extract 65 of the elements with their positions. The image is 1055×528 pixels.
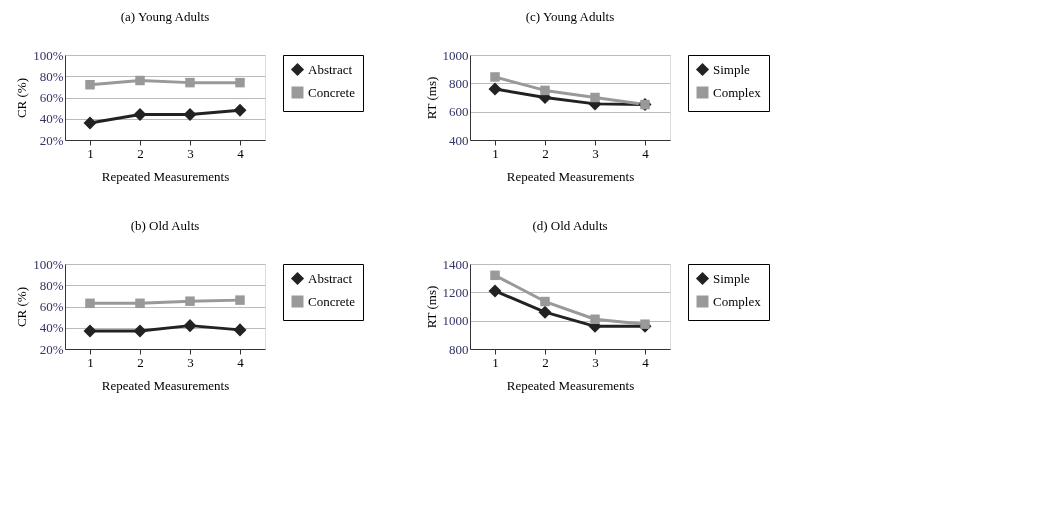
x-axis-title: Repeated Measurements — [101, 377, 230, 393]
x-axis-title: Repeated Measurements — [506, 168, 635, 184]
x-tick-label: 2 — [137, 354, 144, 370]
chart-title: (d) Old Adults — [532, 218, 608, 233]
legend-label: Complex — [713, 293, 762, 309]
point — [83, 324, 97, 338]
point — [183, 107, 197, 122]
y-tick-label: 1000 — [442, 313, 469, 329]
legend-label: Concrete — [308, 84, 356, 100]
y-tick-label: 1000 — [442, 47, 469, 63]
legend-label: Abstract — [308, 61, 353, 77]
point — [538, 305, 552, 319]
y-tick-label: 1400 — [442, 256, 469, 272]
legend-label: Simple — [713, 61, 751, 77]
y-tick-label: 20% — [39, 132, 64, 148]
y-tick-label: 60% — [39, 299, 64, 314]
y-tick-label: 100% — [33, 256, 64, 272]
legend-label: Concrete — [308, 293, 356, 309]
y-tick-label: 400 — [449, 132, 469, 148]
x-tick-label: 2 — [542, 354, 549, 370]
x-tick-label: 2 — [137, 145, 144, 161]
y-tick-label: 40% — [39, 111, 64, 127]
y-tick-label: 800 — [449, 341, 469, 357]
x-axis-title: Repeated Measurements — [101, 168, 230, 184]
y-tick-label: 40% — [39, 320, 64, 336]
point — [233, 103, 247, 117]
point — [83, 116, 97, 130]
x-tick-label: 1 — [492, 354, 499, 370]
x-tick-label: 4 — [237, 145, 245, 161]
y-tick-label: 600 — [449, 104, 469, 120]
point — [488, 284, 502, 298]
y-axis-title: RT (ms) — [423, 76, 439, 120]
y-tick-label: 20% — [39, 341, 64, 357]
x-tick-label: 1 — [87, 145, 94, 161]
x-tick-label: 4 — [642, 354, 650, 370]
point — [233, 323, 247, 337]
legend-label: Simple — [713, 270, 751, 286]
y-tick-label: 80% — [39, 277, 64, 293]
y-tick-label: 1200 — [442, 284, 469, 300]
y-tick-label: 80% — [39, 68, 64, 84]
chart-title: (c) Young Adults — [525, 9, 615, 24]
y-tick-label: 100% — [33, 47, 64, 63]
y-axis-title: RT (ms) — [423, 285, 439, 329]
x-tick-label: 3 — [592, 354, 599, 370]
x-tick-label: 1 — [87, 354, 94, 370]
x-tick-label: 2 — [542, 145, 549, 161]
y-axis-title: CR (%) — [14, 77, 30, 119]
x-tick-label: 1 — [492, 145, 499, 161]
chart-title: (b) Old Aults — [130, 218, 200, 233]
chart-title: (a) Young Adults — [120, 9, 210, 24]
y-tick-label: 60% — [39, 90, 64, 105]
point — [133, 107, 147, 122]
point — [183, 319, 197, 333]
point — [133, 324, 147, 338]
x-tick-label: 3 — [187, 145, 194, 161]
y-tick-label: 800 — [449, 75, 469, 91]
x-tick-label: 3 — [592, 145, 599, 161]
legend-label: Abstract — [308, 270, 353, 286]
y-axis-title: CR (%) — [14, 286, 30, 328]
x-tick-label: 4 — [642, 145, 650, 161]
x-axis-title: Repeated Measurements — [506, 377, 635, 393]
point — [488, 82, 502, 96]
x-tick-label: 3 — [187, 354, 194, 370]
legend-label: Complex — [713, 84, 762, 100]
x-tick-label: 4 — [237, 354, 245, 370]
